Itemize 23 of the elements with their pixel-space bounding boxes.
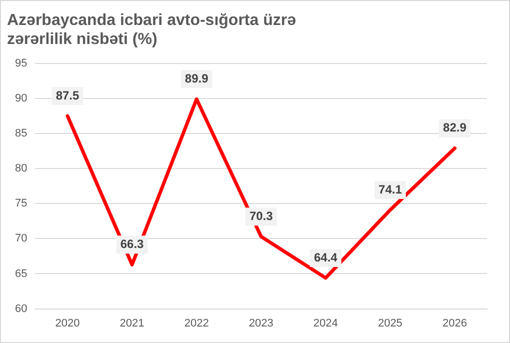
- x-tick-label: 2021: [120, 317, 144, 330]
- y-tick-label: 90: [14, 92, 28, 104]
- y-tick-label: 80: [14, 162, 28, 175]
- data-label: 74.1: [378, 182, 402, 196]
- data-label: 66.3: [120, 236, 144, 251]
- data-label: 82.9: [443, 120, 467, 135]
- y-tick-label: 75: [14, 198, 28, 210]
- x-tick-label: 2026: [442, 317, 467, 330]
- data-label: 87.5: [56, 88, 80, 102]
- y-tick-label: 65: [14, 268, 28, 280]
- data-label: 89.9: [184, 71, 209, 86]
- x-tick-label: 2020: [55, 317, 80, 330]
- x-tick-label: 2025: [378, 317, 402, 330]
- x-tick-label: 2024: [313, 317, 338, 330]
- x-tick-label: 2022: [184, 317, 209, 330]
- chart-title: Azərbaycanda icbari avto-sığorta üzrə zərərlilik nisbəti (%): [7, 12, 296, 48]
- data-label: 70.3: [249, 208, 274, 223]
- y-tick-label: 60: [14, 302, 28, 315]
- data-label: 64.4: [314, 250, 338, 264]
- y-tick-label: 85: [14, 128, 28, 140]
- y-tick-label: 95: [14, 57, 28, 70]
- y-tick-label: 70: [14, 232, 28, 245]
- x-tick-label: 2023: [248, 317, 274, 330]
